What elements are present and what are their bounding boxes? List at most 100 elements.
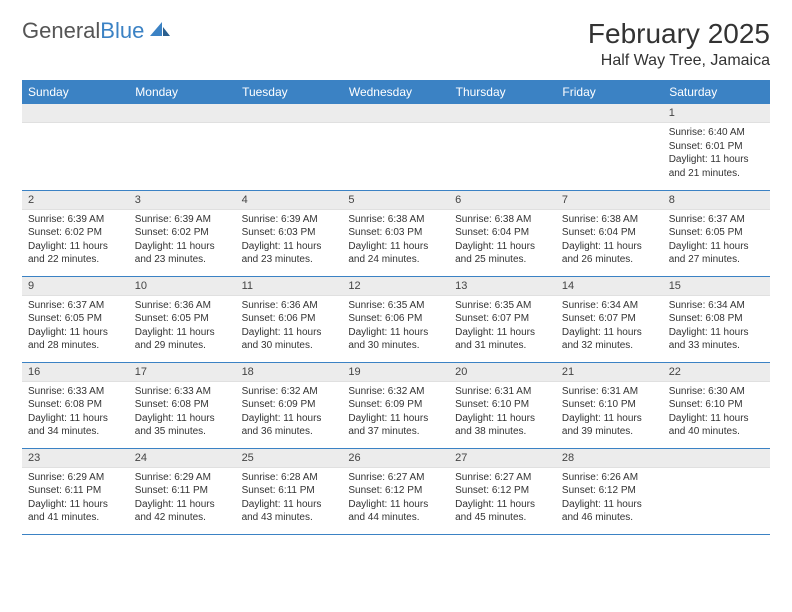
calendar-cell: 21Sunrise: 6:31 AMSunset: 6:10 PMDayligh… [556, 362, 663, 448]
day-number-empty [129, 104, 236, 123]
calendar-cell: 5Sunrise: 6:38 AMSunset: 6:03 PMDaylight… [342, 190, 449, 276]
sail-icon [148, 18, 172, 44]
calendar-cell: 12Sunrise: 6:35 AMSunset: 6:06 PMDayligh… [342, 276, 449, 362]
day-number: 6 [449, 191, 556, 210]
day-info: Sunrise: 6:33 AMSunset: 6:08 PMDaylight:… [22, 382, 129, 444]
day-number: 7 [556, 191, 663, 210]
day-number: 9 [22, 277, 129, 296]
weekday-header-row: SundayMondayTuesdayWednesdayThursdayFrid… [22, 80, 770, 104]
day-info: Sunrise: 6:32 AMSunset: 6:09 PMDaylight:… [236, 382, 343, 444]
calendar-cell: 9Sunrise: 6:37 AMSunset: 6:05 PMDaylight… [22, 276, 129, 362]
day-info: Sunrise: 6:38 AMSunset: 6:04 PMDaylight:… [449, 210, 556, 272]
day-number: 13 [449, 277, 556, 296]
day-number: 17 [129, 363, 236, 382]
calendar-cell [236, 104, 343, 190]
day-number: 16 [22, 363, 129, 382]
day-number-empty [449, 104, 556, 123]
day-number: 22 [663, 363, 770, 382]
day-number: 28 [556, 449, 663, 468]
day-number: 5 [342, 191, 449, 210]
day-number: 1 [663, 104, 770, 123]
weekday-header: Thursday [449, 80, 556, 104]
day-info: Sunrise: 6:40 AMSunset: 6:01 PMDaylight:… [663, 123, 770, 185]
calendar-row: 16Sunrise: 6:33 AMSunset: 6:08 PMDayligh… [22, 362, 770, 448]
day-number: 3 [129, 191, 236, 210]
day-info: Sunrise: 6:39 AMSunset: 6:02 PMDaylight:… [129, 210, 236, 272]
day-number: 14 [556, 277, 663, 296]
day-info: Sunrise: 6:36 AMSunset: 6:06 PMDaylight:… [236, 296, 343, 358]
weekday-header: Tuesday [236, 80, 343, 104]
brand-part1: General [22, 18, 100, 44]
calendar-cell: 28Sunrise: 6:26 AMSunset: 6:12 PMDayligh… [556, 448, 663, 534]
calendar-cell: 20Sunrise: 6:31 AMSunset: 6:10 PMDayligh… [449, 362, 556, 448]
calendar-cell [449, 104, 556, 190]
day-number: 8 [663, 191, 770, 210]
calendar-row: 2Sunrise: 6:39 AMSunset: 6:02 PMDaylight… [22, 190, 770, 276]
weekday-header: Saturday [663, 80, 770, 104]
day-number-empty [22, 104, 129, 123]
weekday-header: Sunday [22, 80, 129, 104]
calendar-cell: 17Sunrise: 6:33 AMSunset: 6:08 PMDayligh… [129, 362, 236, 448]
day-info: Sunrise: 6:27 AMSunset: 6:12 PMDaylight:… [342, 468, 449, 530]
calendar-cell: 15Sunrise: 6:34 AMSunset: 6:08 PMDayligh… [663, 276, 770, 362]
day-info: Sunrise: 6:29 AMSunset: 6:11 PMDaylight:… [22, 468, 129, 530]
day-info: Sunrise: 6:26 AMSunset: 6:12 PMDaylight:… [556, 468, 663, 530]
weekday-header: Friday [556, 80, 663, 104]
day-number: 10 [129, 277, 236, 296]
calendar-cell [22, 104, 129, 190]
calendar-cell: 16Sunrise: 6:33 AMSunset: 6:08 PMDayligh… [22, 362, 129, 448]
calendar-cell: 19Sunrise: 6:32 AMSunset: 6:09 PMDayligh… [342, 362, 449, 448]
calendar-cell: 18Sunrise: 6:32 AMSunset: 6:09 PMDayligh… [236, 362, 343, 448]
day-number-empty [342, 104, 449, 123]
header: GeneralBlue February 2025 Half Way Tree,… [22, 18, 770, 70]
calendar-cell: 26Sunrise: 6:27 AMSunset: 6:12 PMDayligh… [342, 448, 449, 534]
calendar-row: 1Sunrise: 6:40 AMSunset: 6:01 PMDaylight… [22, 104, 770, 190]
calendar-cell: 11Sunrise: 6:36 AMSunset: 6:06 PMDayligh… [236, 276, 343, 362]
calendar-cell: 2Sunrise: 6:39 AMSunset: 6:02 PMDaylight… [22, 190, 129, 276]
day-number: 11 [236, 277, 343, 296]
calendar-row: 23Sunrise: 6:29 AMSunset: 6:11 PMDayligh… [22, 448, 770, 534]
calendar-cell: 27Sunrise: 6:27 AMSunset: 6:12 PMDayligh… [449, 448, 556, 534]
day-info: Sunrise: 6:39 AMSunset: 6:02 PMDaylight:… [22, 210, 129, 272]
day-number: 12 [342, 277, 449, 296]
calendar-table: SundayMondayTuesdayWednesdayThursdayFrid… [22, 80, 770, 535]
day-number: 26 [342, 449, 449, 468]
day-number: 19 [342, 363, 449, 382]
day-info: Sunrise: 6:31 AMSunset: 6:10 PMDaylight:… [556, 382, 663, 444]
calendar-cell: 23Sunrise: 6:29 AMSunset: 6:11 PMDayligh… [22, 448, 129, 534]
day-info: Sunrise: 6:39 AMSunset: 6:03 PMDaylight:… [236, 210, 343, 272]
day-info: Sunrise: 6:34 AMSunset: 6:07 PMDaylight:… [556, 296, 663, 358]
title-block: February 2025 Half Way Tree, Jamaica [588, 18, 770, 70]
calendar-cell: 1Sunrise: 6:40 AMSunset: 6:01 PMDaylight… [663, 104, 770, 190]
calendar-cell [342, 104, 449, 190]
calendar-cell: 22Sunrise: 6:30 AMSunset: 6:10 PMDayligh… [663, 362, 770, 448]
day-info: Sunrise: 6:29 AMSunset: 6:11 PMDaylight:… [129, 468, 236, 530]
calendar-cell: 10Sunrise: 6:36 AMSunset: 6:05 PMDayligh… [129, 276, 236, 362]
weekday-header: Monday [129, 80, 236, 104]
calendar-cell: 7Sunrise: 6:38 AMSunset: 6:04 PMDaylight… [556, 190, 663, 276]
calendar-cell [556, 104, 663, 190]
calendar-row: 9Sunrise: 6:37 AMSunset: 6:05 PMDaylight… [22, 276, 770, 362]
calendar-cell: 13Sunrise: 6:35 AMSunset: 6:07 PMDayligh… [449, 276, 556, 362]
location: Half Way Tree, Jamaica [588, 52, 770, 70]
calendar-cell: 3Sunrise: 6:39 AMSunset: 6:02 PMDaylight… [129, 190, 236, 276]
month-title: February 2025 [588, 18, 770, 50]
day-info: Sunrise: 6:37 AMSunset: 6:05 PMDaylight:… [22, 296, 129, 358]
day-info: Sunrise: 6:34 AMSunset: 6:08 PMDaylight:… [663, 296, 770, 358]
logo: GeneralBlue [22, 18, 172, 44]
day-number: 4 [236, 191, 343, 210]
brand-part2: Blue [100, 18, 144, 44]
day-info: Sunrise: 6:30 AMSunset: 6:10 PMDaylight:… [663, 382, 770, 444]
day-info: Sunrise: 6:32 AMSunset: 6:09 PMDaylight:… [342, 382, 449, 444]
day-number: 25 [236, 449, 343, 468]
day-number-empty [556, 104, 663, 123]
weekday-header: Wednesday [342, 80, 449, 104]
day-number: 20 [449, 363, 556, 382]
day-number: 24 [129, 449, 236, 468]
calendar-body: 1Sunrise: 6:40 AMSunset: 6:01 PMDaylight… [22, 104, 770, 534]
day-number: 23 [22, 449, 129, 468]
day-number: 27 [449, 449, 556, 468]
day-info: Sunrise: 6:27 AMSunset: 6:12 PMDaylight:… [449, 468, 556, 530]
day-info: Sunrise: 6:38 AMSunset: 6:03 PMDaylight:… [342, 210, 449, 272]
day-info: Sunrise: 6:37 AMSunset: 6:05 PMDaylight:… [663, 210, 770, 272]
